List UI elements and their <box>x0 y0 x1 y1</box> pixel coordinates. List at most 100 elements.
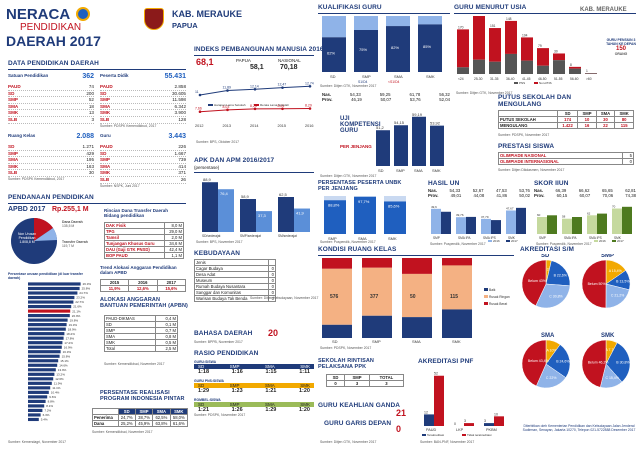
legend-swatch <box>208 104 213 106</box>
putus-source: Sumber: PDSPK, November 2017 <box>498 133 550 137</box>
table-cell: 58,0% <box>169 414 189 421</box>
total: 362 <box>82 73 94 80</box>
score-value: 47,53 <box>495 188 507 193</box>
kual-bar-label: 62% <box>327 51 335 56</box>
urusan-bar-label: 18.2% <box>66 332 75 336</box>
usia-bar-label: 8 <box>570 63 572 67</box>
urusan-bar-label: 16.3% <box>63 350 72 354</box>
table-row: Dana 25,2% 45,9% 63,8% 61,6% <box>92 420 189 427</box>
urusan-bar <box>28 413 41 417</box>
item-label: SLB <box>8 116 18 122</box>
category-label: SMA IPA <box>564 236 577 240</box>
legend-label: 2017 <box>617 239 624 242</box>
pie-slice <box>521 339 547 387</box>
item-value: 6.342 <box>174 103 187 109</box>
satuan-list: PAUD 74 SD 200 SMP 52 SMA 18 SMK 13 SLB 3 <box>8 84 94 124</box>
bar-2017 <box>516 207 526 234</box>
usia-bar-nonpns <box>505 20 517 54</box>
urusan-bar-label: 22.7% <box>75 300 84 304</box>
bar-label: 62 <box>587 211 591 215</box>
pnf-bar-label: 10 <box>494 412 498 416</box>
legend-swatch <box>506 240 510 242</box>
urusan-bar-label: 20.9% <box>72 314 81 318</box>
bar-2017 <box>597 213 607 234</box>
item-value: 2.858 <box>174 84 187 89</box>
ipm-point <box>226 89 229 92</box>
kual-bar-nons1 <box>322 16 346 38</box>
row-label: Nas. <box>534 188 544 193</box>
divider <box>318 255 514 256</box>
rasio-value: 1:20 <box>298 388 310 394</box>
apbd-label: APBD 2017 <box>8 206 46 213</box>
table-cell: 45,9% <box>134 420 154 427</box>
list-item: SMP 429 <box>8 151 94 158</box>
urusan-bar <box>28 291 78 295</box>
text: Dana Daerah <box>62 220 83 224</box>
urusan-bar-label: 16.9% <box>64 345 73 349</box>
kual-source: Sumber: Ditjen GTK, November 2017 <box>320 84 377 88</box>
unbk-bar-label: 88,8% <box>328 202 340 207</box>
ipm-papua: 58,1 <box>250 64 264 71</box>
ipm-point-label: 12,74 <box>305 81 314 85</box>
kual-bar-s1 <box>386 26 410 72</box>
kual-bar-nons1 <box>386 16 410 27</box>
ukg-bar-label: 59,19 <box>412 112 423 117</box>
transfer-title: Rincian Dana Transfer Daerah Bidang pend… <box>104 208 169 219</box>
ipm-point <box>281 86 284 89</box>
urusan-bar-label: 15.8% <box>62 354 71 358</box>
kondisi-source: Sumber: PDSPK, November 2017 <box>320 346 372 350</box>
item-label: SLB <box>100 176 110 182</box>
rasio-value: 1:29 <box>198 388 210 394</box>
table-cell: 0 <box>267 295 277 302</box>
kondisi-bar-label: 115 <box>450 294 458 300</box>
urusan-bar-label: 9.6% <box>49 395 56 399</box>
urusan-bar <box>28 404 45 408</box>
item-value: 30 <box>88 170 94 176</box>
trend-table: 2015 2016 2017 11,9% 12,6% 15,6% <box>99 279 187 292</box>
tutwuri-logo-icon <box>76 7 90 21</box>
urusan-bar <box>28 417 39 422</box>
bar-label: 70 <box>612 205 616 209</box>
ipm-nas: 70,18 <box>280 64 298 71</box>
rasio-value: 1:29 <box>265 407 277 413</box>
table-cell: 0 <box>622 158 634 165</box>
category-label: SMA IPA <box>458 236 471 240</box>
urusan-bar <box>28 295 75 300</box>
item-value: 52 <box>88 97 94 103</box>
legend-label: Rerata Lama Sekolah <box>260 103 289 107</box>
urusan-bar-label: 5.4% <box>41 418 48 422</box>
table-cell: 22 <box>595 122 616 129</box>
value: 1.808,8 M <box>19 240 35 244</box>
list-item: SMP 739 <box>100 157 186 164</box>
pnf-bar-label: 52 <box>434 372 438 376</box>
guru-block: Guru 3.443 PAUD 226 SD 1.667 SMP 739 SMA 414 SMK 3… <box>100 133 186 188</box>
depan-value: 0 <box>396 424 402 434</box>
score-value: 61,78 <box>409 92 421 97</box>
total: 3.443 <box>168 133 186 140</box>
unbk-bar-label: 97,7% <box>358 199 370 204</box>
kondisi-title: KONDISI RUANG KELAS <box>318 246 397 253</box>
rasio-value: SMK <box>300 383 310 388</box>
unbk-bar-label: 85,6% <box>388 203 400 208</box>
ukg-title: UJI KOMPETENSI GURU <box>340 116 381 134</box>
apk-category: SMP/sederajat <box>240 234 261 238</box>
list-item: SD 200 <box>8 91 94 98</box>
item-label: SMK <box>100 110 111 116</box>
category-label: SMA IPS <box>483 236 496 240</box>
score-value: 53,76 <box>519 188 530 193</box>
item-value: 195 <box>86 157 94 163</box>
score-value: 41,86 <box>496 193 508 199</box>
legend-label: Baik <box>489 288 496 292</box>
usia-bar-pns <box>489 61 501 74</box>
kondisi-category: SMK <box>452 339 461 344</box>
urusan-bar <box>28 332 65 336</box>
ipm-point-label: 11,89 <box>223 86 232 90</box>
pie-label-b: Dana Daerah 135,5 M <box>62 220 83 228</box>
table-cell: Dana <box>92 420 119 427</box>
pnf-category: PKBM <box>486 428 497 432</box>
pie-title: SMP <box>601 254 614 259</box>
kondisi-segment <box>322 324 352 338</box>
pip-source: Sumber: Kemendikbud, November 2017 <box>92 430 153 434</box>
score-value: 66,39 <box>555 188 567 193</box>
